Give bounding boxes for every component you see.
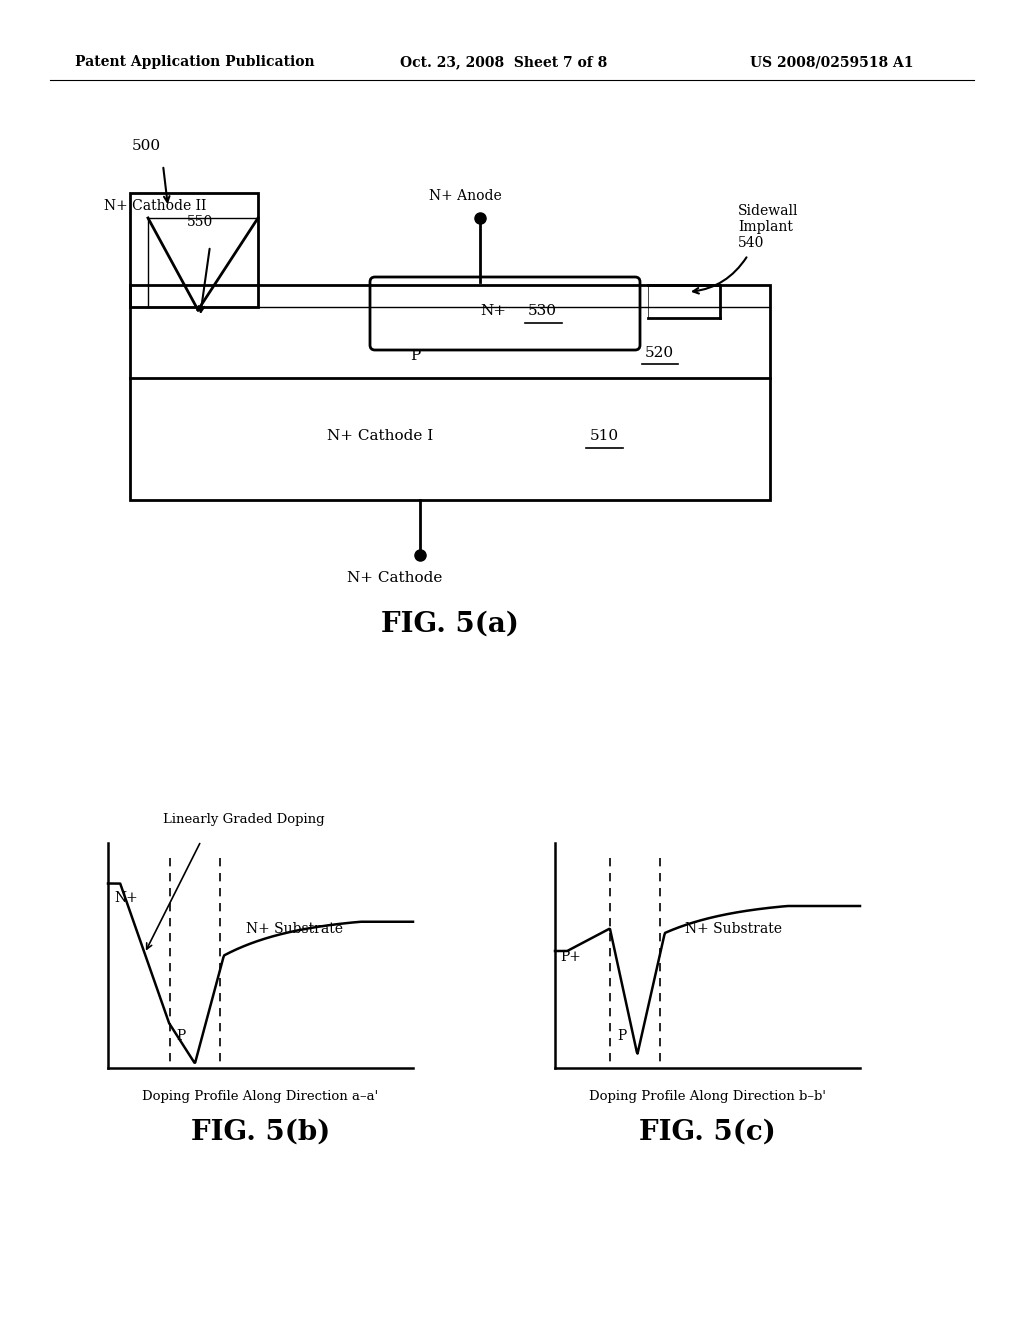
- Text: P: P: [617, 1030, 627, 1043]
- Bar: [130, 285, 770, 500]
- Text: Doping Profile Along Direction b–b': Doping Profile Along Direction b–b': [589, 1090, 826, 1104]
- Text: Doping Profile Along Direction a–a': Doping Profile Along Direction a–a': [142, 1090, 379, 1104]
- Text: Sidewall: Sidewall: [738, 205, 799, 218]
- Text: N+: N+: [114, 891, 138, 904]
- Text: N+ Substrate: N+ Substrate: [246, 921, 343, 936]
- Text: FIG. 5(a): FIG. 5(a): [381, 611, 519, 638]
- Text: FIG. 5(c): FIG. 5(c): [639, 1119, 776, 1146]
- Text: N+: N+: [480, 304, 506, 318]
- Bar: [130, 193, 258, 308]
- Text: 540: 540: [738, 236, 764, 249]
- Text: N+ Cathode I: N+ Cathode I: [327, 429, 433, 444]
- Text: Linearly Graded Doping: Linearly Graded Doping: [163, 813, 325, 826]
- Text: N+ Substrate: N+ Substrate: [685, 921, 782, 936]
- Text: FIG. 5(b): FIG. 5(b): [190, 1119, 330, 1146]
- Text: P: P: [176, 1030, 185, 1043]
- Text: Patent Application Publication: Patent Application Publication: [75, 55, 314, 69]
- Text: US 2008/0259518 A1: US 2008/0259518 A1: [750, 55, 913, 69]
- Text: 510: 510: [590, 429, 620, 444]
- Text: P: P: [410, 348, 420, 363]
- Text: Implant: Implant: [738, 220, 793, 234]
- Text: 530: 530: [528, 304, 557, 318]
- Text: 520: 520: [645, 346, 674, 360]
- Text: N+ Anode: N+ Anode: [429, 189, 502, 203]
- Text: 550: 550: [186, 215, 213, 228]
- Text: N+ Cathode II: N+ Cathode II: [103, 199, 206, 213]
- Text: 500: 500: [132, 139, 161, 153]
- Text: P+: P+: [560, 950, 581, 964]
- Text: N+ Cathode: N+ Cathode: [347, 572, 442, 585]
- Text: Oct. 23, 2008  Sheet 7 of 8: Oct. 23, 2008 Sheet 7 of 8: [400, 55, 607, 69]
